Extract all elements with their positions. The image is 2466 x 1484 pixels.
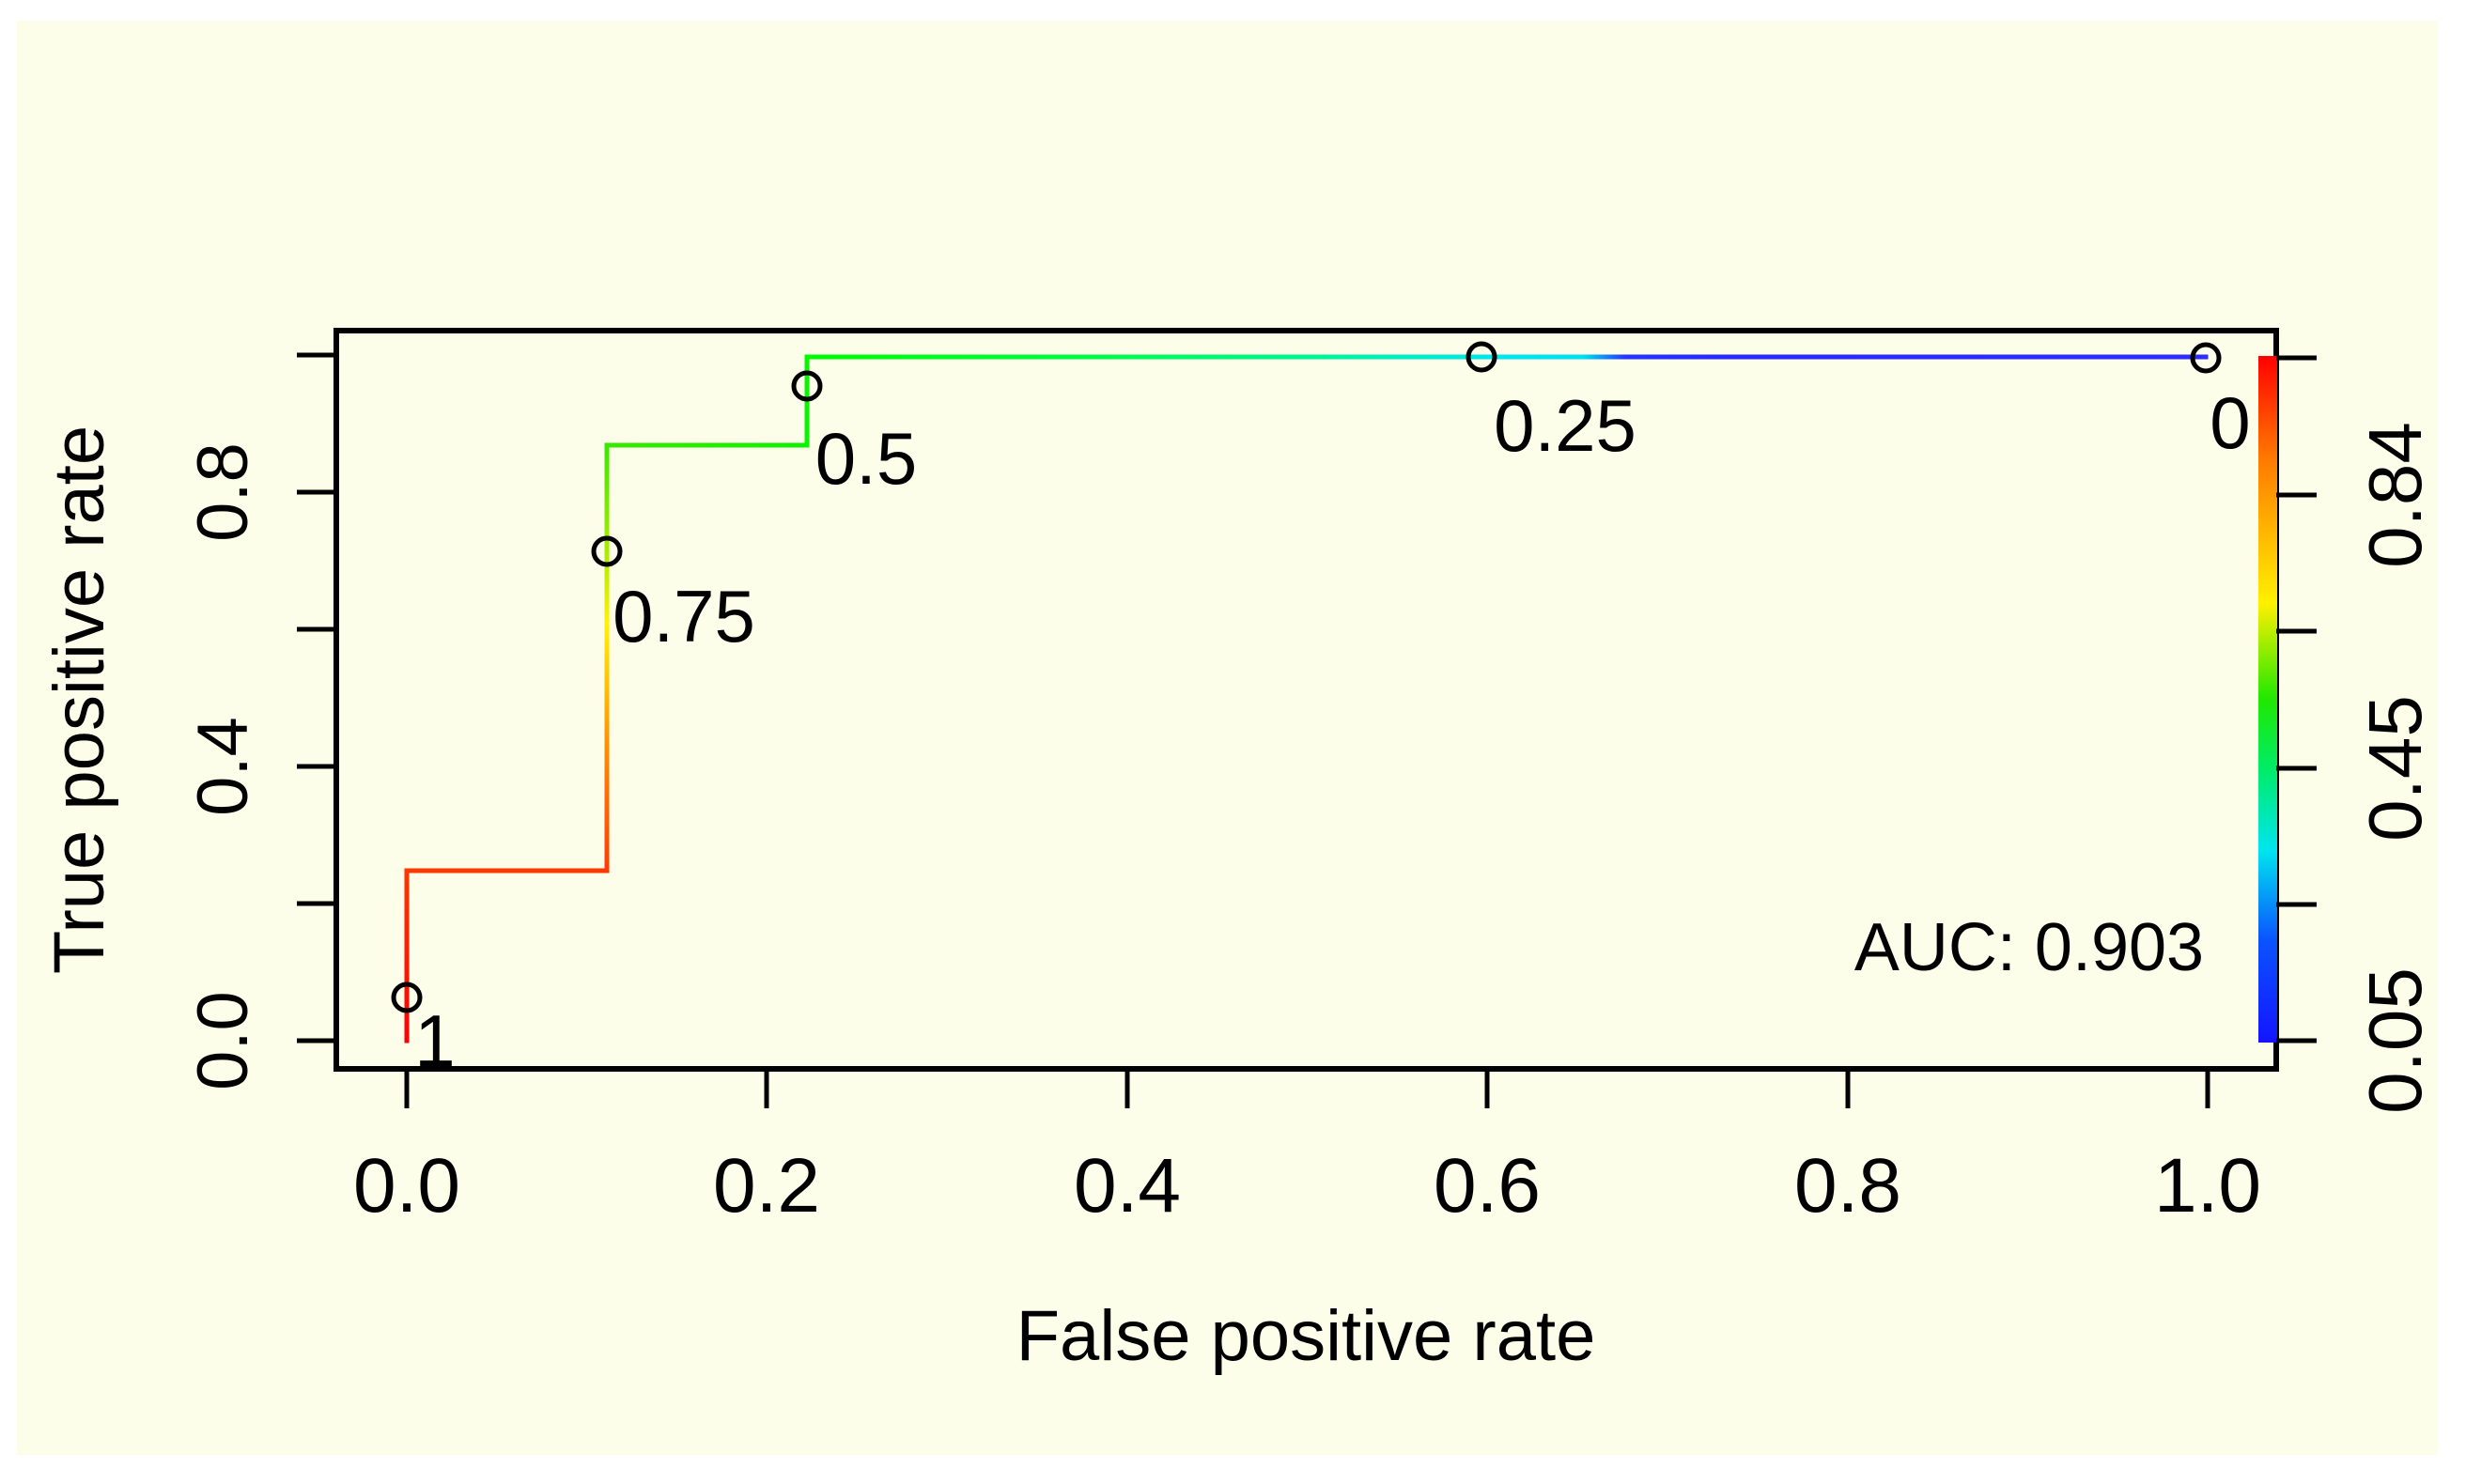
cutoff-markers [391, 341, 2222, 1013]
x-tick-label: 0.0 [353, 1143, 460, 1229]
colorbar-ticks [2276, 355, 2317, 1043]
x-tick-label: 0.6 [1434, 1143, 1541, 1229]
cutoff-label-0-5: 0.5 [815, 417, 917, 500]
colorbar-tick-label: 0.45 [2353, 695, 2437, 842]
y-tick-label: 0.0 [183, 991, 263, 1090]
x-tick-label: 0.8 [1794, 1143, 1901, 1229]
y-axis-title: True positive rate [39, 425, 119, 974]
figure-background [17, 21, 2438, 1455]
cutoff-marker-1 [391, 982, 423, 1013]
x-tick-label: 0.4 [1074, 1143, 1181, 1229]
cutoff-label-0-25: 0.25 [1494, 384, 1636, 467]
x-tick-label: 0.2 [713, 1143, 820, 1229]
cutoff-label-0-75: 0.75 [613, 575, 755, 657]
x-axis-title: False positive rate [1016, 1296, 1596, 1376]
cutoff-marker-0-25 [1466, 341, 1497, 373]
colorbar-tick-label: 0.05 [2353, 967, 2437, 1114]
cutoff-marker-0 [2190, 342, 2222, 374]
colorbar-tick-label: 0.84 [2353, 422, 2437, 568]
cutoff-label-0: 0 [2210, 381, 2250, 464]
cutoff-label-1: 1 [414, 999, 455, 1082]
colorbar [2258, 356, 2277, 1043]
y-tick-label: 0.8 [183, 442, 263, 542]
cutoff-marker-0-75 [591, 535, 623, 567]
x-axis-ticks [404, 1069, 2210, 1108]
y-tick-label: 0.4 [183, 717, 263, 816]
x-tick-label: 1.0 [2154, 1143, 2261, 1229]
auc-annotation: AUC: 0.903 [1854, 910, 2204, 985]
cutoff-marker-0-5 [791, 370, 823, 402]
y-axis-ticks [297, 352, 336, 1043]
